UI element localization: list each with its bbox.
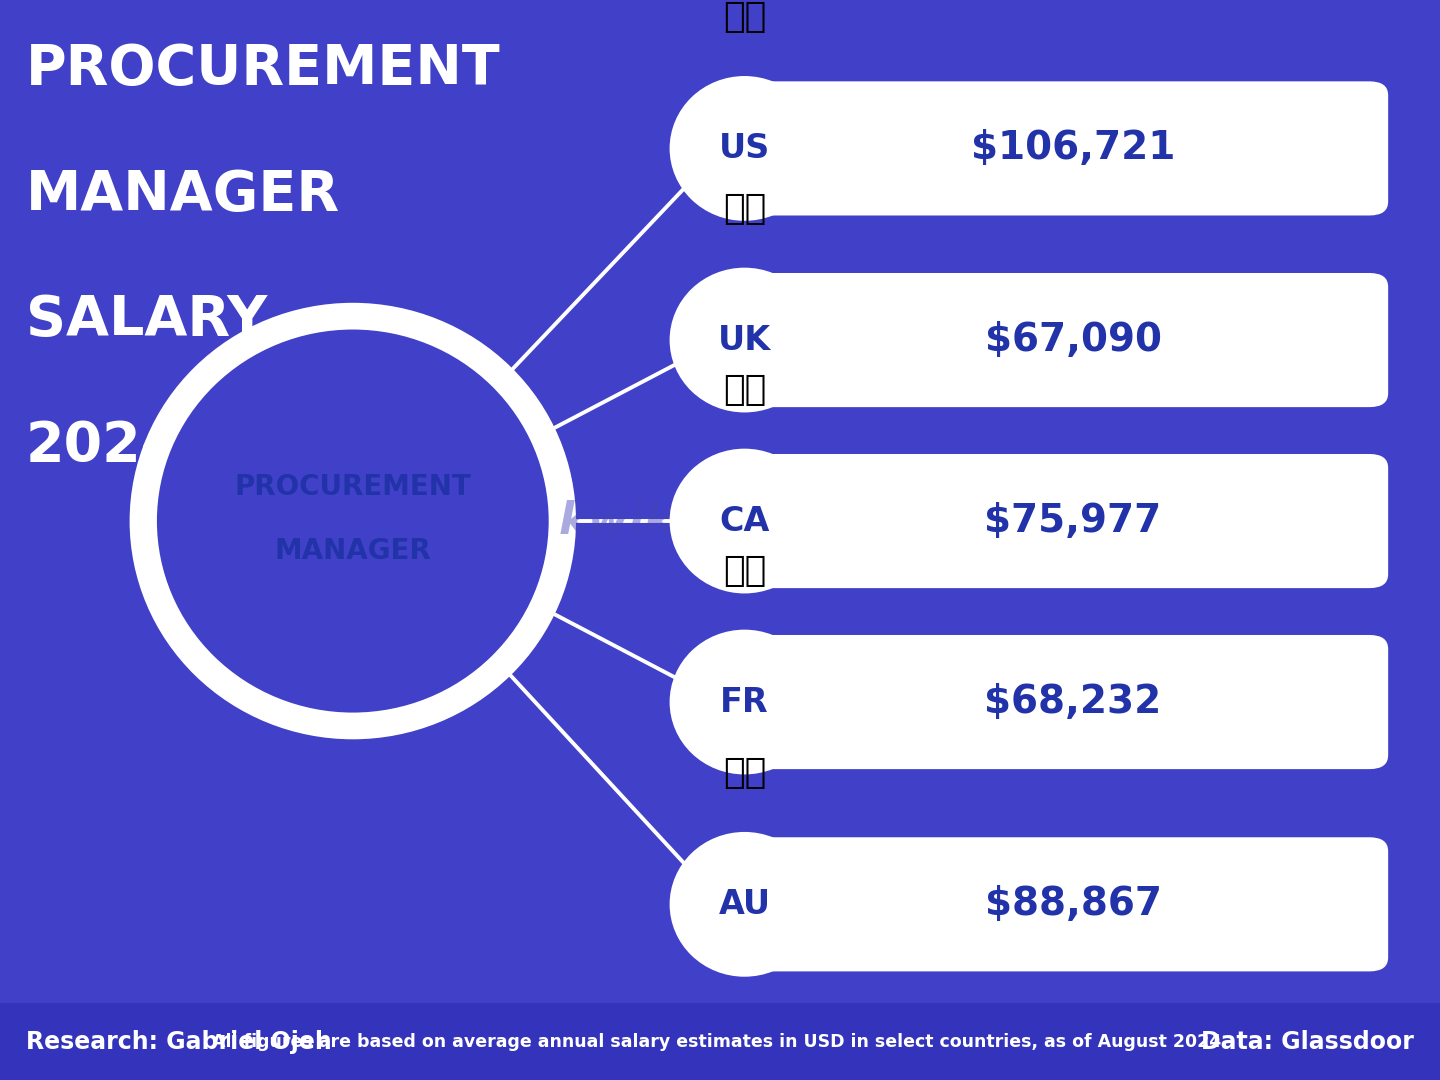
Text: 🇨🇦: 🇨🇦 <box>723 373 766 407</box>
Ellipse shape <box>670 832 819 976</box>
Text: UK: UK <box>719 324 770 356</box>
Text: MANAGER: MANAGER <box>26 167 340 221</box>
FancyBboxPatch shape <box>733 81 1388 216</box>
Text: CA: CA <box>720 504 769 538</box>
Text: $68,232: $68,232 <box>985 683 1162 721</box>
FancyBboxPatch shape <box>733 454 1388 589</box>
Ellipse shape <box>670 448 819 593</box>
Text: PROCUREMENT: PROCUREMENT <box>26 42 501 96</box>
Text: All figures are based on average annual salary estimates in USD in select countr: All figures are based on average annual … <box>212 1032 1228 1051</box>
Text: Data: Glassdoor: Data: Glassdoor <box>1201 1029 1414 1054</box>
Text: MANAGER: MANAGER <box>275 537 431 565</box>
Text: $75,977: $75,977 <box>985 502 1162 540</box>
Ellipse shape <box>670 630 819 774</box>
Ellipse shape <box>130 302 576 740</box>
Text: $88,867: $88,867 <box>985 886 1162 923</box>
Text: AU: AU <box>719 888 770 921</box>
Ellipse shape <box>156 328 550 714</box>
Ellipse shape <box>670 268 819 413</box>
Text: kwikpik: kwikpik <box>559 500 752 542</box>
Text: 🇦🇺: 🇦🇺 <box>723 756 766 791</box>
Text: $67,090: $67,090 <box>985 321 1162 359</box>
FancyBboxPatch shape <box>733 635 1388 769</box>
FancyBboxPatch shape <box>0 1003 1440 1080</box>
Text: PROCUREMENT: PROCUREMENT <box>235 473 471 501</box>
Text: US: US <box>719 132 770 165</box>
Text: 2024: 2024 <box>26 419 180 473</box>
Text: SALARY: SALARY <box>26 293 268 347</box>
Text: 🇬🇧: 🇬🇧 <box>723 192 766 226</box>
FancyBboxPatch shape <box>733 837 1388 971</box>
Text: FR: FR <box>720 686 769 718</box>
Text: $106,721: $106,721 <box>971 130 1175 167</box>
Text: Research: Gabriel Ojeh: Research: Gabriel Ojeh <box>26 1029 331 1054</box>
Text: 🇺🇸: 🇺🇸 <box>723 0 766 35</box>
Ellipse shape <box>670 76 819 220</box>
Text: 🇫🇷: 🇫🇷 <box>723 554 766 589</box>
FancyBboxPatch shape <box>733 273 1388 407</box>
